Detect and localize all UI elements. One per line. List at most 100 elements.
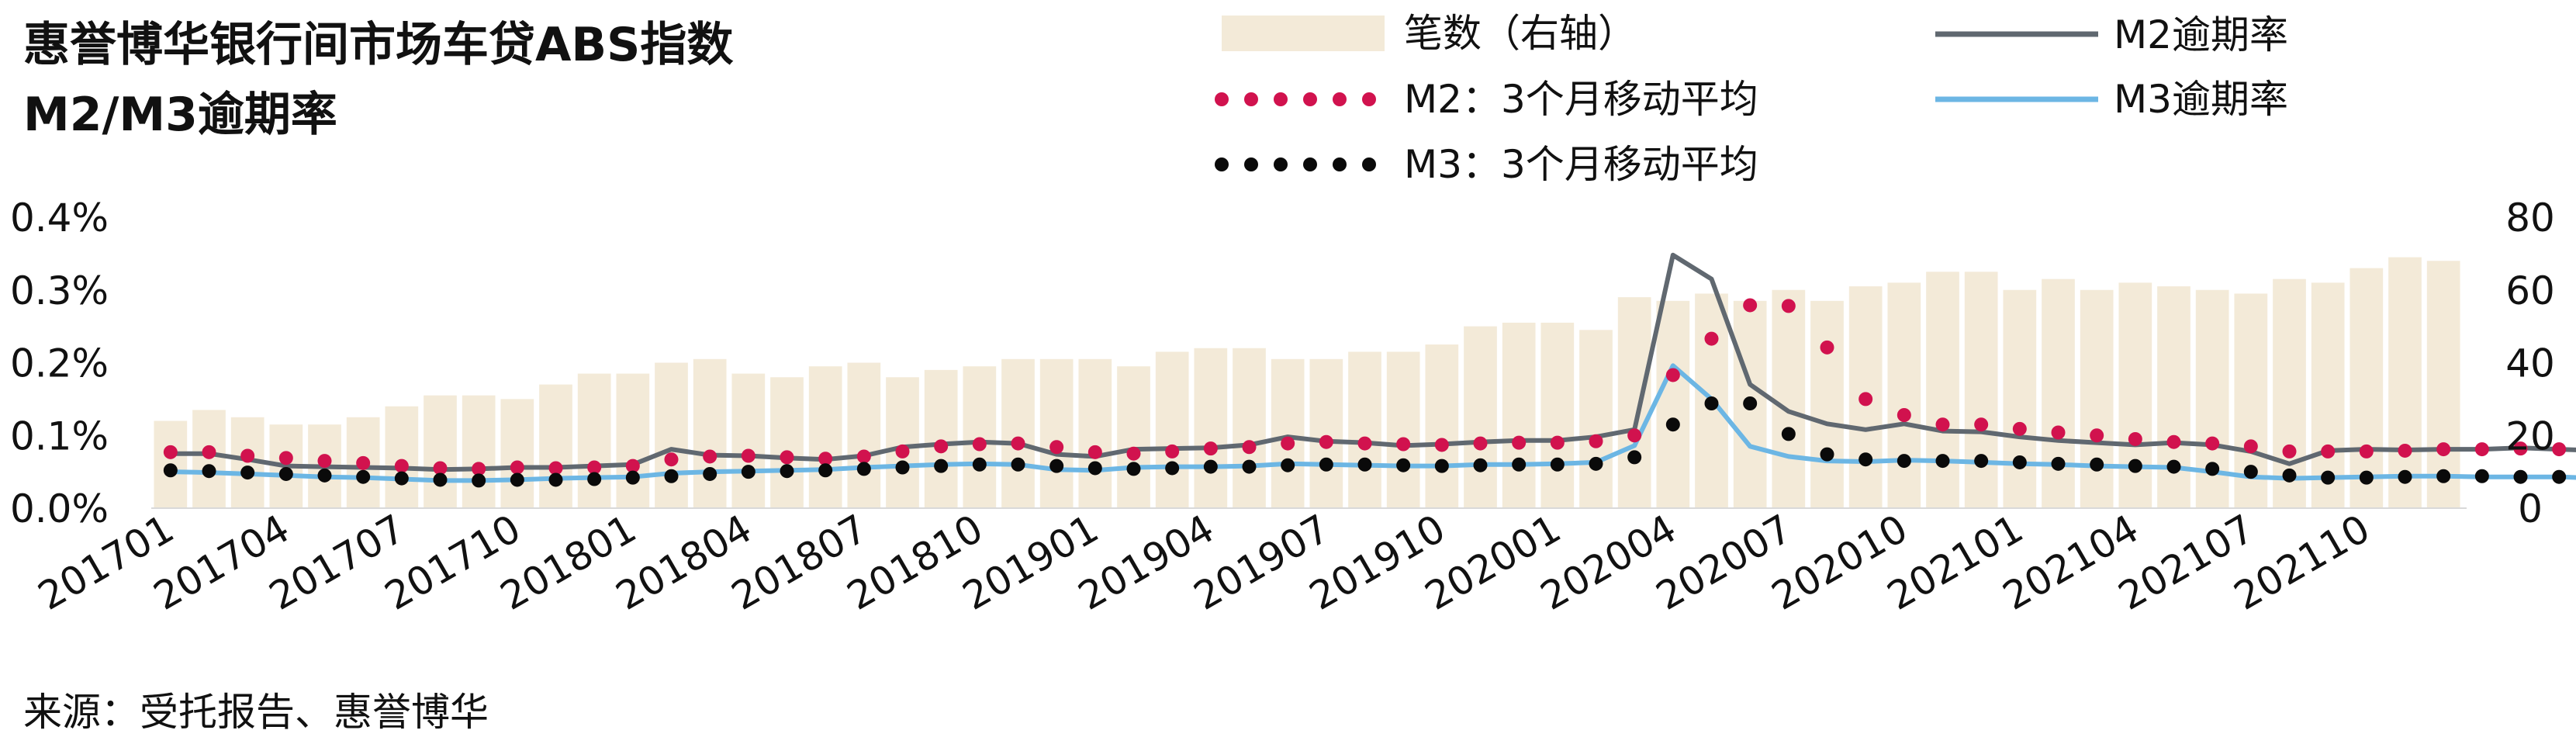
m3-avg-point [163,463,178,478]
m3-avg-point [1357,457,1372,472]
legend-label: M2逾期率 [2114,12,2288,57]
m3-avg-point [741,465,756,479]
m3-avg-point [278,466,293,481]
bar-count [1348,351,1381,508]
m2-avg-point [818,452,833,466]
bar-count [2426,261,2460,508]
legend-swatch-m3-avg [1244,157,1258,171]
bar-count [1039,358,1074,508]
x-tick-labels: 2017012017042017072017102018012018042018… [31,506,2377,619]
m3-avg-point [1897,454,1911,469]
m3-avg-point [2012,455,2027,469]
m3-avg-point [548,472,563,487]
m3-avg-point [317,468,332,483]
bars-layer [154,257,2460,508]
m2-avg-point [1434,438,1449,452]
lines-layer [163,252,2576,488]
y-left-tick-label: 0.0% [10,486,109,531]
m3-avg-point [240,465,255,480]
m3-avg-point [1242,459,1257,474]
bar-count [847,362,881,508]
m2-avg-point [1011,436,1025,451]
m2-avg-point [2051,425,2066,440]
bar-count [1155,351,1189,508]
m2-avg-point [2321,444,2336,459]
m3-avg-point [2090,457,2104,472]
m3-avg-point [2128,459,2142,473]
m2-avg-point [780,450,794,465]
m2-avg-point [433,461,448,476]
m3-avg-point [1820,447,1834,462]
m2-avg-point [163,445,178,459]
m3-avg-point [1974,454,1989,469]
bar-count [500,399,534,508]
bar-count [1194,348,1228,508]
m3-avg-point [972,457,987,472]
m3-avg-point [394,471,409,486]
m3-avg-point [356,469,371,484]
m2-avg-point [1935,417,1950,432]
y-right-tick-label: 0 [2518,486,2543,531]
m2-avg-point [1974,417,1989,432]
m3-avg-point [1434,459,1449,473]
legend-swatch-bars [1222,16,1385,51]
m3-avg-point [934,459,949,473]
m2-avg-point [2436,442,2451,457]
legend-swatch-m2-avg [1215,92,1229,106]
m3-avg-point [1665,417,1680,432]
m3-avg-point [664,469,679,483]
m2-avg-point [1550,435,1565,450]
m3-avg-point [1781,427,1796,441]
m3-rate-line [170,363,2576,483]
bar-count [2388,257,2422,508]
bar-count [1926,272,1959,508]
bar-count [1502,322,1536,508]
legend-swatch-m2-avg [1244,92,1258,106]
bar-count [616,373,650,508]
m2-avg-point [356,455,371,470]
m3-avg-point [1203,459,1218,474]
m3-avg-point [1049,459,1064,473]
m3-avg-point [895,460,910,475]
m2-avg-point [2552,442,2567,457]
y-right-tick-label: 20 [2505,414,2555,459]
legend: 笔数（右轴） M2：3个月移动平均 M3：3个月移动平均 M2逾期率 M3逾期率 [1215,11,2288,187]
m2-avg-point [1281,436,1295,451]
m3-avg-point [2513,469,2528,484]
m3-avg-point [2166,459,2181,474]
m2-avg-point [625,459,640,473]
m3-avg-point [2282,468,2297,483]
bar-count [886,377,919,508]
bar-count [1887,282,1921,508]
m2-avg-point [1396,437,1411,452]
bar-count [1579,330,1613,508]
legend-swatch-m2-avg [1362,92,1376,106]
bar-count [1810,300,1844,508]
m3-avg-point [510,472,524,487]
bar-count [1617,297,1651,508]
y-right-ticks: 0 20 40 60 80 [2505,196,2555,531]
m3-avg-point [1859,452,1873,467]
legend-label: 笔数（右轴） [1404,11,1637,56]
m3-avg-point [1126,462,1141,476]
bar-count [2350,268,2384,508]
m2-avg-point [2243,439,2258,454]
bar-count [1464,326,1497,508]
bar-count [1656,300,1690,508]
y-right-tick-label: 40 [2505,341,2555,386]
m2-avg-point [1165,444,1180,459]
m2-avg-point [278,451,293,465]
x-tick-label: 202110 [2227,506,2377,619]
legend-label: M3：3个月移动平均 [1404,142,1758,187]
m3-avg-point [2552,469,2567,484]
m2-avg-point [2282,444,2297,459]
y-left-ticks: 0.0% 0.1% 0.2% 0.3% 0.4% [10,196,109,531]
bar-count [2157,286,2190,508]
legend-label: M3逾期率 [2114,77,2288,122]
m2-avg-point [2166,434,2181,449]
m2-avg-point [394,459,409,473]
legend-swatch-m3-avg [1362,157,1376,171]
m3-avg-point [2398,469,2412,484]
m3-avg-point [818,463,833,478]
m2-avg-point [1319,434,1333,449]
